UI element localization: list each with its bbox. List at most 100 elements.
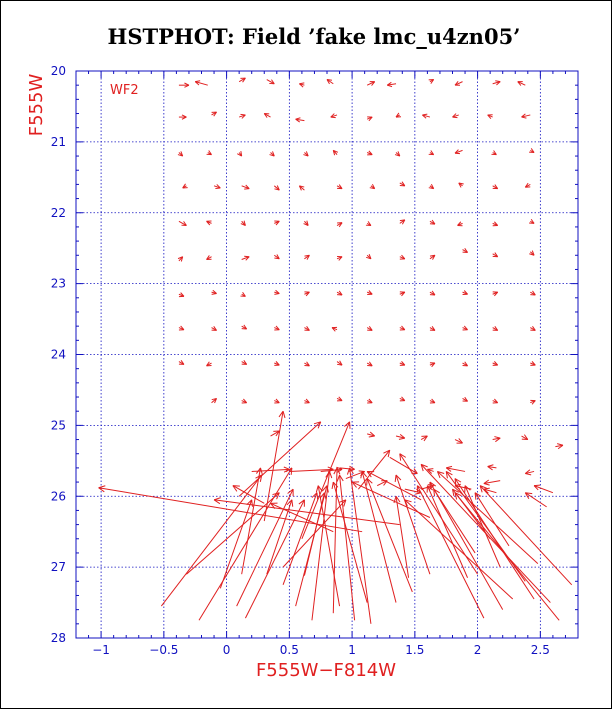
short-vector <box>524 469 535 476</box>
small-vector <box>240 291 246 297</box>
long-vector <box>301 421 351 539</box>
small-vector <box>178 360 185 365</box>
small-vector <box>177 151 184 157</box>
small-vector <box>366 398 373 404</box>
small-vector <box>299 82 305 88</box>
y-tick-label: 25 <box>51 418 66 432</box>
long-vector <box>464 485 501 568</box>
small-vector <box>206 255 212 261</box>
small-vector <box>266 79 275 85</box>
small-vector <box>238 113 246 119</box>
small-vector <box>428 183 435 190</box>
long-vector <box>404 499 514 600</box>
small-vector <box>298 185 305 191</box>
small-vector <box>454 149 463 155</box>
x-axis-label: F555W−F814W <box>256 660 396 681</box>
x-tick-label: −0.5 <box>149 643 178 657</box>
long-vector <box>360 471 397 603</box>
small-vector <box>194 80 208 86</box>
x-tick-label: 0 <box>223 643 231 657</box>
long-vector <box>336 474 356 621</box>
vectors <box>98 77 573 624</box>
small-vector <box>530 290 536 296</box>
small-vector <box>366 116 373 122</box>
small-vector <box>295 117 305 123</box>
short-vector <box>427 468 434 474</box>
small-vector <box>428 79 435 84</box>
small-vector <box>366 361 373 367</box>
short-vector <box>367 431 376 438</box>
small-vector <box>241 398 248 404</box>
small-vector <box>274 398 280 404</box>
small-vector <box>429 219 436 225</box>
small-vector <box>399 181 406 187</box>
long-vector <box>198 467 293 621</box>
small-vector <box>336 396 343 402</box>
small-vector <box>303 220 309 226</box>
short-vector <box>270 430 280 437</box>
small-vector <box>462 290 468 296</box>
small-vector <box>211 111 217 117</box>
small-vector <box>211 326 217 331</box>
short-vector <box>487 464 497 471</box>
small-vector <box>491 150 497 156</box>
long-vector <box>366 478 413 593</box>
long-vector <box>394 474 431 575</box>
small-vector <box>492 221 499 227</box>
small-vector <box>399 219 406 225</box>
y-tick-label: 24 <box>51 348 66 362</box>
y-tick-label: 27 <box>51 560 66 574</box>
small-vector <box>462 325 468 331</box>
long-vector <box>445 471 526 582</box>
small-vector <box>238 77 246 83</box>
small-vector <box>492 80 501 86</box>
small-vector <box>336 360 343 366</box>
small-vector <box>492 184 499 190</box>
long-vector <box>241 467 263 575</box>
long-vector <box>479 485 573 586</box>
small-vector <box>304 398 310 404</box>
small-vector <box>178 292 185 298</box>
small-vector <box>399 291 406 297</box>
small-vector <box>492 291 499 297</box>
small-vector <box>178 82 190 88</box>
small-vector <box>336 255 343 261</box>
small-vector <box>457 221 463 227</box>
short-vector <box>555 443 564 450</box>
x-tick-label: 0.5 <box>280 643 299 657</box>
small-vector <box>274 361 280 366</box>
small-vector <box>422 113 431 119</box>
long-vector <box>213 497 400 526</box>
long-vector <box>416 485 485 619</box>
small-vector <box>429 290 436 296</box>
small-vector <box>274 289 280 295</box>
small-vector <box>274 325 280 331</box>
short-vector <box>320 466 343 473</box>
small-vector <box>462 248 468 253</box>
small-vector <box>240 220 246 226</box>
small-vector <box>462 361 468 367</box>
small-vector <box>492 252 499 258</box>
small-vector <box>326 79 334 85</box>
plot-area <box>75 70 579 639</box>
small-vector <box>206 220 212 226</box>
small-vector <box>529 148 535 154</box>
long-vector <box>282 499 347 568</box>
y-tick-label: 21 <box>51 135 66 149</box>
small-vector <box>182 183 188 189</box>
y-tick-label: 23 <box>51 277 66 291</box>
small-vector <box>399 325 406 331</box>
small-vector <box>331 326 338 332</box>
small-vector <box>178 114 187 120</box>
small-vector <box>177 256 184 262</box>
small-vector <box>366 253 372 260</box>
long-vector <box>346 467 372 624</box>
long-vector <box>399 453 479 575</box>
small-vector <box>241 255 250 261</box>
long-vector <box>266 499 294 575</box>
short-vector <box>533 484 554 494</box>
small-vector <box>241 324 248 330</box>
small-vector <box>395 112 402 118</box>
small-vector <box>462 396 468 402</box>
